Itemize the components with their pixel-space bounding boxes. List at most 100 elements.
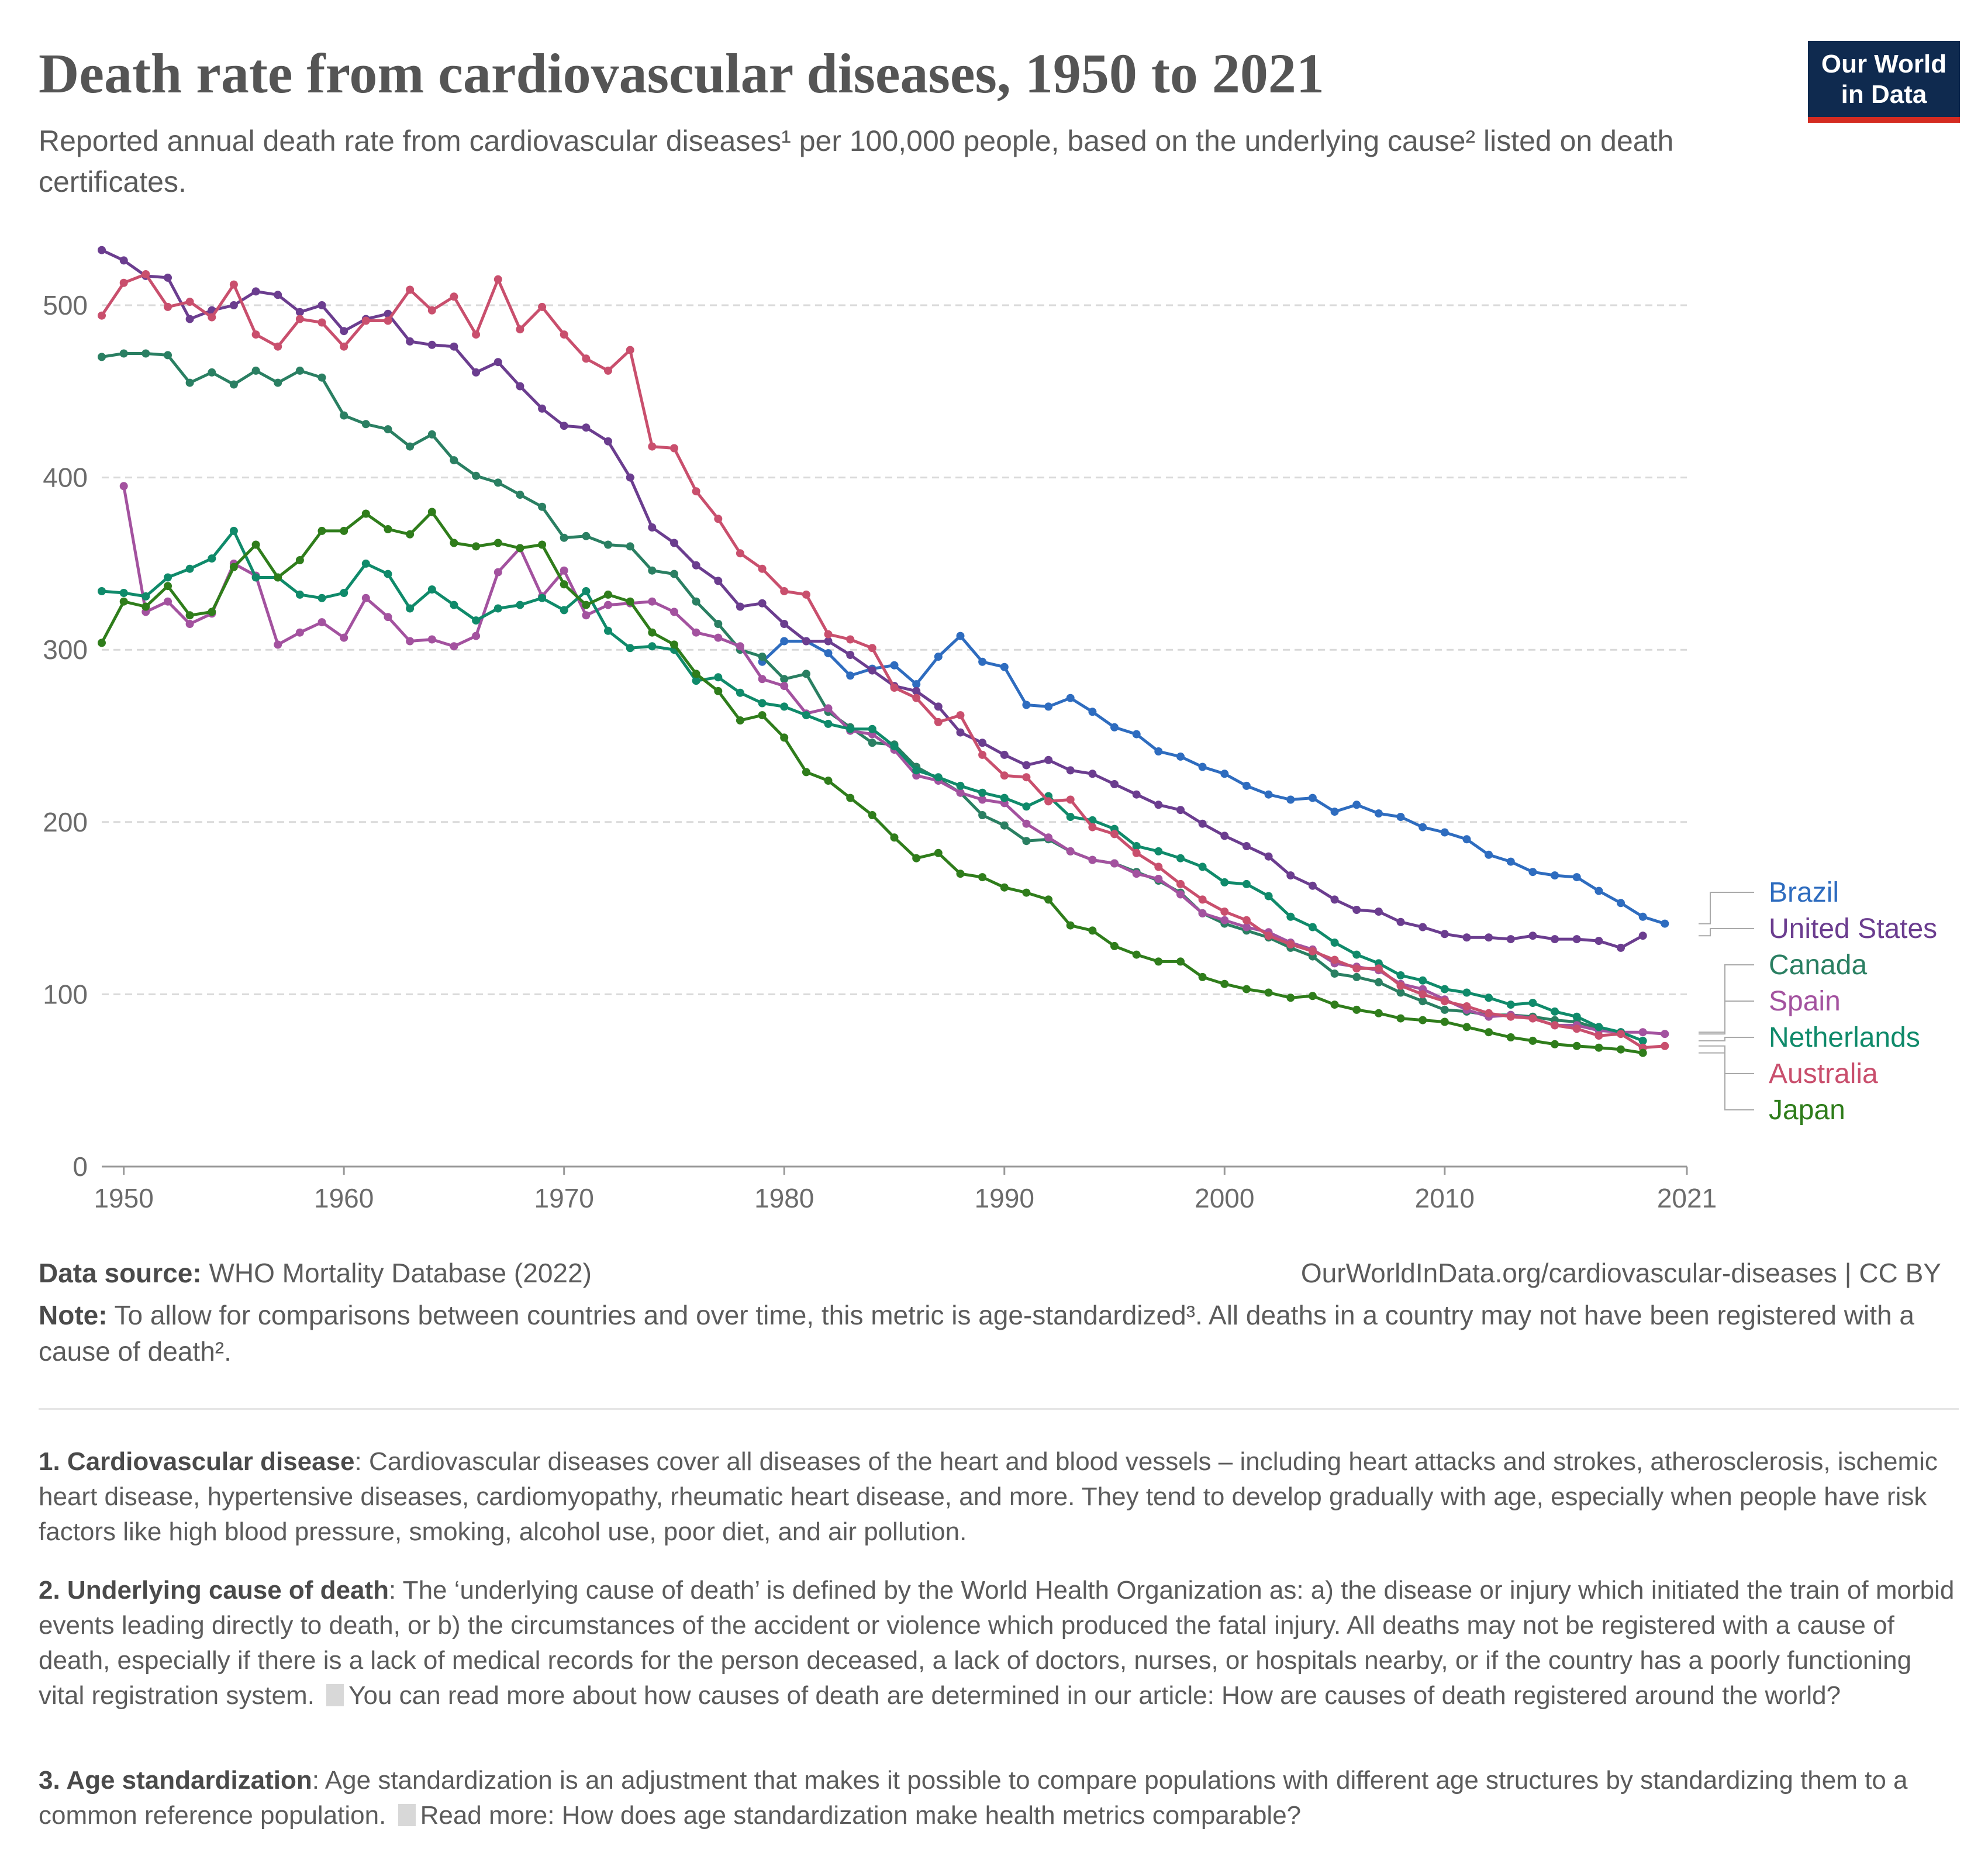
note-label: Note: bbox=[39, 1300, 108, 1330]
data-point bbox=[317, 594, 326, 602]
data-point bbox=[295, 366, 304, 375]
data-point bbox=[560, 330, 568, 339]
legend-label: Japan bbox=[1769, 1095, 1845, 1126]
data-point bbox=[714, 673, 723, 682]
data-point bbox=[736, 642, 744, 651]
data-point bbox=[384, 570, 392, 578]
data-point bbox=[1617, 899, 1625, 908]
data-point bbox=[141, 602, 150, 611]
data-point bbox=[1022, 773, 1031, 782]
y-tick-label: 300 bbox=[43, 634, 88, 665]
legend-label: United States bbox=[1769, 913, 1937, 944]
data-source: Data source: WHO Mortality Database (202… bbox=[39, 1257, 592, 1289]
data-point bbox=[141, 592, 150, 601]
data-point bbox=[119, 597, 128, 606]
data-point bbox=[1154, 801, 1163, 809]
data-point bbox=[538, 594, 547, 602]
series-brazil bbox=[758, 632, 1669, 928]
data-point bbox=[1352, 964, 1361, 973]
data-point bbox=[1022, 888, 1031, 897]
data-point bbox=[802, 637, 810, 646]
data-point bbox=[1220, 878, 1229, 886]
y-tick-label: 400 bbox=[43, 463, 88, 493]
data-point bbox=[934, 848, 943, 857]
footnote-3-link[interactable]: Read more: How does age standardization … bbox=[420, 1801, 1302, 1830]
data-point bbox=[626, 346, 634, 354]
data-point bbox=[890, 661, 899, 670]
data-point bbox=[1264, 892, 1273, 901]
data-point bbox=[670, 444, 678, 453]
data-point bbox=[1000, 750, 1009, 759]
data-point bbox=[890, 833, 899, 842]
series-line bbox=[101, 529, 1644, 1043]
data-point bbox=[670, 640, 678, 649]
data-point bbox=[1220, 908, 1229, 916]
data-point bbox=[1528, 1014, 1537, 1023]
data-source-text[interactable]: WHO Mortality Database (2022) bbox=[209, 1258, 592, 1288]
data-point bbox=[934, 717, 943, 726]
data-point bbox=[274, 640, 282, 649]
data-point bbox=[98, 246, 106, 254]
data-point bbox=[1572, 1012, 1581, 1021]
data-point bbox=[1440, 930, 1449, 939]
data-point bbox=[1396, 971, 1405, 979]
data-point bbox=[340, 589, 348, 597]
data-point bbox=[868, 644, 876, 653]
data-point bbox=[1110, 723, 1119, 732]
data-point bbox=[516, 491, 524, 499]
data-point bbox=[736, 716, 744, 724]
data-point bbox=[1374, 809, 1383, 818]
data-point bbox=[1154, 862, 1163, 871]
data-point bbox=[1462, 1023, 1471, 1031]
data-point bbox=[802, 768, 810, 777]
data-point bbox=[516, 601, 524, 609]
data-point bbox=[1176, 806, 1185, 815]
data-point bbox=[1374, 964, 1383, 973]
data-point bbox=[714, 620, 723, 628]
data-point bbox=[1264, 790, 1273, 799]
data-point bbox=[208, 554, 216, 563]
footnote-3-label: 3. Age standardization bbox=[39, 1766, 312, 1795]
data-point bbox=[560, 533, 568, 542]
footnote-2: 2. Underlying cause of death: The ‘under… bbox=[39, 1573, 1956, 1713]
data-point bbox=[1066, 766, 1075, 775]
data-point bbox=[1154, 747, 1163, 755]
data-point bbox=[626, 542, 634, 551]
x-tick-label: 2000 bbox=[1195, 1183, 1254, 1213]
data-point bbox=[1132, 848, 1141, 857]
data-point bbox=[890, 684, 899, 692]
data-point bbox=[1396, 988, 1405, 997]
data-point bbox=[714, 686, 723, 695]
source-url[interactable]: OurWorldInData.org/cardiovascular-diseas… bbox=[1300, 1258, 1941, 1288]
data-point bbox=[406, 337, 415, 346]
data-point bbox=[1440, 1017, 1449, 1026]
data-point bbox=[978, 739, 987, 747]
data-point bbox=[1176, 879, 1185, 888]
data-point bbox=[384, 425, 392, 434]
owid-logo[interactable]: Our World in Data bbox=[1808, 41, 1960, 123]
data-point bbox=[493, 478, 502, 487]
data-point bbox=[119, 256, 128, 265]
data-point bbox=[1286, 993, 1295, 1002]
footnote-2-link[interactable]: You can read more about how causes of de… bbox=[348, 1681, 1841, 1710]
data-point bbox=[582, 423, 591, 432]
data-point bbox=[604, 626, 612, 635]
footnote-2-label: 2. Underlying cause of death bbox=[39, 1576, 389, 1605]
data-point bbox=[493, 358, 502, 367]
data-point bbox=[560, 580, 568, 589]
data-point bbox=[427, 306, 436, 315]
data-point bbox=[1308, 992, 1317, 1000]
data-point bbox=[978, 795, 987, 804]
data-point bbox=[450, 342, 458, 351]
data-point bbox=[1264, 932, 1273, 940]
data-point bbox=[1396, 1014, 1405, 1023]
data-point bbox=[1440, 997, 1449, 1006]
data-point bbox=[1220, 770, 1229, 778]
data-point bbox=[295, 590, 304, 599]
legend-label: Brazil bbox=[1769, 877, 1839, 908]
data-point bbox=[516, 325, 524, 334]
legend-connector bbox=[1699, 1045, 1754, 1074]
data-point bbox=[1000, 794, 1009, 802]
data-point bbox=[185, 298, 194, 306]
data-point bbox=[1000, 883, 1009, 892]
